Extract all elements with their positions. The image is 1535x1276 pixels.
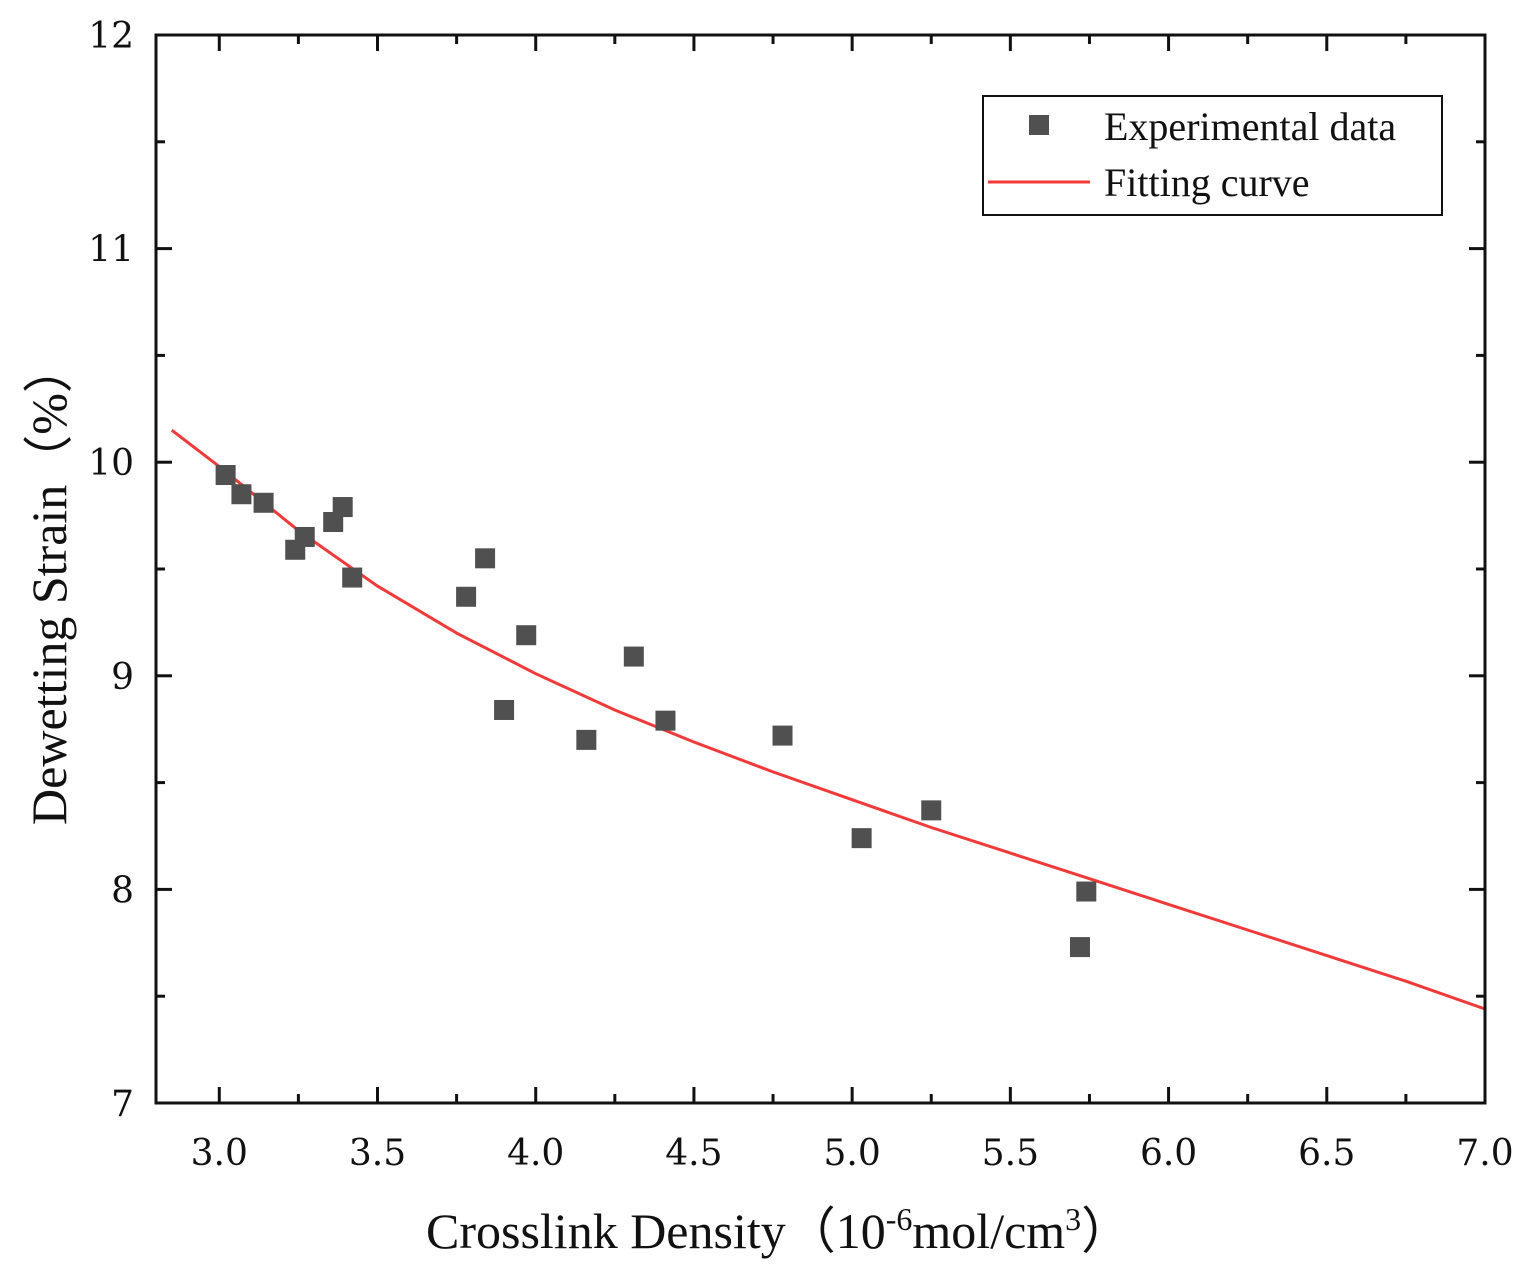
y-tick-label: 11 — [88, 230, 134, 271]
data-point — [772, 725, 793, 746]
data-point — [623, 646, 644, 667]
data-point — [851, 828, 872, 849]
y-tick-label: 10 — [88, 443, 134, 484]
x-axis-title-main: Crosslink Density（10 — [426, 1203, 886, 1259]
data-point — [332, 497, 353, 518]
y-tick-labels: 7 8 9 10 11 12 — [88, 16, 134, 1125]
data-point — [576, 729, 597, 750]
data-point — [215, 465, 236, 486]
data-point — [231, 484, 252, 505]
x-axis-title-sup2: 3 — [1065, 1201, 1081, 1237]
legend-label-experimental: Experimental data — [1104, 104, 1396, 149]
experimental-data-points — [215, 465, 1097, 958]
y-tick-label: 7 — [111, 1084, 134, 1125]
x-axis-title-end: ） — [1081, 1203, 1131, 1259]
legend-label-fitting: Fitting curve — [1104, 160, 1310, 205]
y-tick-label: 12 — [88, 16, 134, 57]
x-tick-label: 5.5 — [982, 1133, 1039, 1174]
data-point — [921, 800, 942, 821]
legend: Experimental data Fitting curve — [982, 95, 1443, 216]
y-axis-title: Dewetting Strain（%） — [21, 343, 77, 825]
data-point — [253, 492, 274, 513]
data-point — [456, 586, 477, 607]
y-tick-label: 9 — [111, 657, 134, 698]
data-point — [516, 625, 537, 646]
legend-box — [982, 95, 1443, 216]
data-point — [655, 710, 676, 731]
x-tick-labels: 3.0 3.5 4.0 4.5 5.0 5.5 6.0 6.5 7.0 — [191, 1133, 1514, 1174]
x-tick-label: 4.5 — [665, 1133, 722, 1174]
x-tick-label: 6.5 — [1298, 1133, 1355, 1174]
data-point — [494, 699, 515, 720]
data-point — [1076, 881, 1097, 902]
y-tick-label: 8 — [111, 870, 134, 911]
data-point — [475, 548, 496, 569]
legend-marker-experimental — [1029, 115, 1049, 135]
x-axis-title: Crosslink Density（10-6mol/cm3） — [426, 1201, 1131, 1259]
data-point — [294, 526, 315, 547]
data-point — [342, 567, 363, 588]
x-axis-title-sup1: -6 — [886, 1201, 913, 1237]
x-tick-label: 4.0 — [507, 1133, 564, 1174]
x-tick-label: 7.0 — [1456, 1133, 1513, 1174]
x-axis-title-mid: mol/cm — [912, 1203, 1065, 1259]
fitting-curve — [170, 429, 1486, 1011]
x-tick-label: 3.0 — [191, 1133, 248, 1174]
x-tick-label: 5.0 — [824, 1133, 881, 1174]
data-point — [1069, 937, 1090, 958]
plot-frame — [154, 33, 1487, 1105]
x-tick-label: 6.0 — [1140, 1133, 1197, 1174]
x-tick-label: 3.5 — [349, 1133, 406, 1174]
